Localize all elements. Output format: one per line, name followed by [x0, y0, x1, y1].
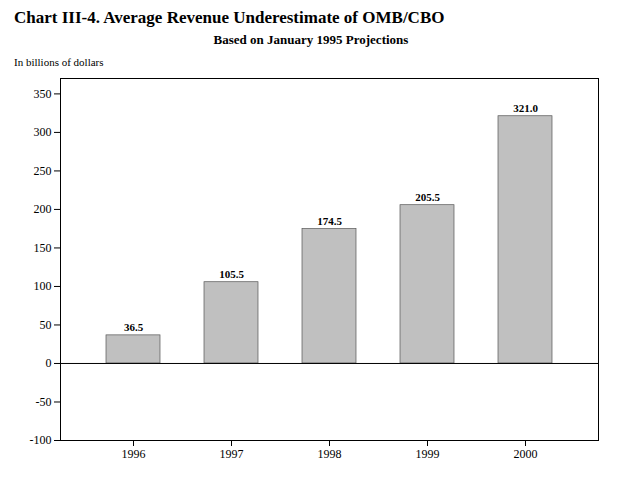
svg-text:100: 100	[34, 279, 52, 293]
svg-text:1996: 1996	[122, 447, 146, 461]
svg-text:1999: 1999	[416, 447, 440, 461]
html-text:Based on January 1995 Projecti: Based on January 1995 Projections	[213, 32, 409, 47]
svg-text:2000: 2000	[514, 447, 538, 461]
svg-text:1998: 1998	[318, 447, 342, 461]
svg-text:300: 300	[34, 125, 52, 139]
svg-text:36.5: 36.5	[124, 321, 144, 333]
svg-text:200: 200	[34, 202, 52, 216]
svg-text:350: 350	[34, 87, 52, 101]
svg-text:321.0: 321.0	[513, 102, 538, 114]
svg-text:1997: 1997	[220, 447, 244, 461]
svg-text:50: 50	[40, 318, 52, 332]
svg-text:174.5: 174.5	[317, 215, 342, 227]
svg-text:0: 0	[46, 356, 52, 370]
html-text:In billions of dollars: In billions of dollars	[14, 56, 104, 68]
svg-text:105.5: 105.5	[219, 268, 244, 280]
svg-text:-50: -50	[36, 395, 52, 409]
svg-text:-100: -100	[30, 433, 52, 447]
svg-text:205.5: 205.5	[415, 191, 440, 203]
svg-text:250: 250	[34, 164, 52, 178]
html-text:Chart III-4. Average Revenue U: Chart III-4. Average Revenue Underestima…	[14, 8, 445, 27]
svg-text:150: 150	[34, 241, 52, 255]
